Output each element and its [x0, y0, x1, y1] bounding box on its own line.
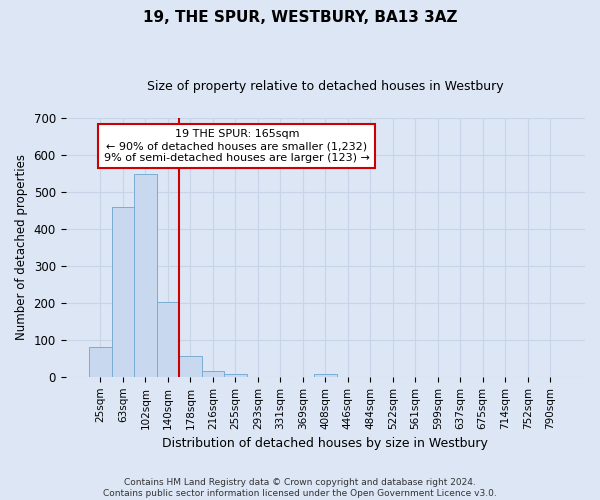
Title: Size of property relative to detached houses in Westbury: Size of property relative to detached ho… — [147, 80, 503, 93]
Y-axis label: Number of detached properties: Number of detached properties — [15, 154, 28, 340]
Bar — [89, 347, 112, 377]
Bar — [314, 374, 337, 377]
Text: 19, THE SPUR, WESTBURY, BA13 3AZ: 19, THE SPUR, WESTBURY, BA13 3AZ — [143, 10, 457, 25]
Text: 19 THE SPUR: 165sqm
← 90% of detached houses are smaller (1,232)
9% of semi-deta: 19 THE SPUR: 165sqm ← 90% of detached ho… — [104, 130, 370, 162]
Bar — [157, 302, 179, 377]
Bar — [134, 174, 157, 377]
Bar — [202, 372, 224, 377]
X-axis label: Distribution of detached houses by size in Westbury: Distribution of detached houses by size … — [163, 437, 488, 450]
Bar — [224, 374, 247, 377]
Bar — [112, 206, 134, 377]
Bar — [179, 356, 202, 377]
Text: Contains HM Land Registry data © Crown copyright and database right 2024.
Contai: Contains HM Land Registry data © Crown c… — [103, 478, 497, 498]
